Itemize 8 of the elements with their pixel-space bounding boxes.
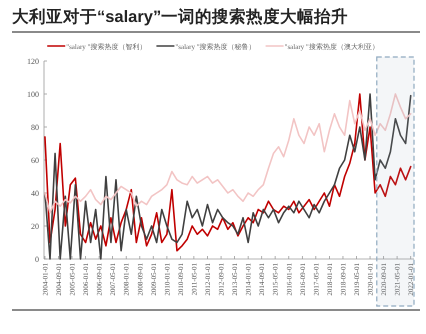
y-tick-label: 80	[31, 123, 39, 132]
y-tick-label: 0	[35, 255, 39, 264]
y-tick-label: 100	[27, 90, 39, 99]
y-tick-label: 40	[31, 189, 39, 198]
y-tick-label: 20	[31, 222, 39, 231]
y-tick-label: 120	[27, 57, 39, 66]
y-tick-label: 60	[31, 156, 39, 165]
title: 大利亚对于“salary”一词的搜索热度大幅抬升	[12, 8, 348, 26]
